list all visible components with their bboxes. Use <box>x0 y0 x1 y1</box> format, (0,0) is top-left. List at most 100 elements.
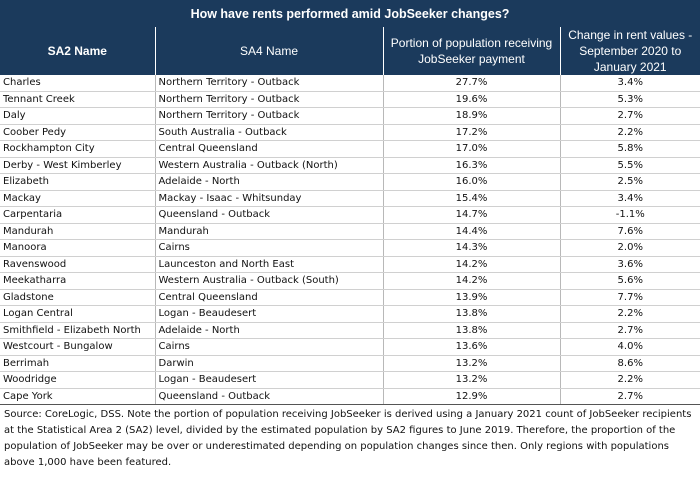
cell-sa4-name: Central Queensland <box>155 140 384 158</box>
cell-sa2-name: Logan Central <box>0 305 156 323</box>
cell-sa2-name: Coober Pedy <box>0 124 156 141</box>
cell-jobseeker-portion: 16.0% <box>383 173 561 191</box>
cell-sa4-name: Cairns <box>155 338 384 356</box>
cell-jobseeker-portion: 13.9% <box>383 289 561 306</box>
cell-jobseeker-portion: 14.7% <box>383 206 561 224</box>
table-title: How have rents performed amid JobSeeker … <box>0 0 700 27</box>
table-row: Tennant Creek Northern Territory - Outbac… <box>0 91 700 108</box>
cell-rent-change: 8.6% <box>560 355 700 372</box>
cell-sa4-name: Cairns <box>155 239 384 257</box>
header-row: SA2 Name SA4 Name Portion of population … <box>0 27 700 75</box>
cell-jobseeker-portion: 16.3% <box>383 157 561 174</box>
cell-rent-change: 2.0% <box>560 239 700 257</box>
cell-rent-change: 2.5% <box>560 173 700 191</box>
cell-jobseeker-portion: 27.7% <box>383 75 561 92</box>
cell-sa4-name: Launceston and North East <box>155 256 384 273</box>
cell-rent-change: 3.4% <box>560 190 700 207</box>
table-body: Charles Northern Territory - Outback 27.7%… <box>0 75 700 405</box>
cell-sa2-name: Derby - West Kimberley <box>0 157 156 174</box>
cell-sa2-name: Ravenswood <box>0 256 156 273</box>
cell-jobseeker-portion: 18.9% <box>383 107 561 125</box>
table-row: Woodridge Logan - Beaudesert 13.2% 2.2% <box>0 371 700 389</box>
cell-sa2-name: Mackay <box>0 190 156 207</box>
cell-sa4-name: Queensland - Outback <box>155 206 384 224</box>
cell-jobseeker-portion: 13.8% <box>383 305 561 323</box>
cell-rent-change: 3.4% <box>560 75 700 92</box>
cell-jobseeker-portion: 14.4% <box>383 223 561 240</box>
cell-sa4-name: Western Australia - Outback (South) <box>155 272 384 290</box>
cell-jobseeker-portion: 13.6% <box>383 338 561 356</box>
table-row: Mackay Mackay - Isaac - Whitsunday 15.4% 3.… <box>0 190 700 207</box>
cell-sa2-name: Daly <box>0 107 156 125</box>
cell-rent-change: 2.7% <box>560 388 700 405</box>
table-row: Westcourt - Bungalow Cairns 13.6% 4.0% <box>0 338 700 356</box>
table-row: Derby - West Kimberley Western Australia … <box>0 157 700 174</box>
table-row: Gladstone Central Queensland 13.9% 7.7% <box>0 289 700 306</box>
cell-sa2-name: Tennant Creek <box>0 91 156 108</box>
cell-jobseeker-portion: 12.9% <box>383 388 561 405</box>
cell-sa4-name: Mackay - Isaac - Whitsunday <box>155 190 384 207</box>
cell-sa4-name: Darwin <box>155 355 384 372</box>
cell-sa4-name: Queensland - Outback <box>155 388 384 405</box>
cell-rent-change: 3.6% <box>560 256 700 273</box>
table-row: Manoora Cairns 14.3% 2.0% <box>0 239 700 257</box>
cell-jobseeker-portion: 17.0% <box>383 140 561 158</box>
table-row: Logan Central Logan - Beaudesert 13.8% 2.2% <box>0 305 700 323</box>
cell-sa2-name: Meekatharra <box>0 272 156 290</box>
cell-jobseeker-portion: 15.4% <box>383 190 561 207</box>
cell-sa2-name: Charles <box>0 75 156 92</box>
cell-sa2-name: Manoora <box>0 239 156 257</box>
cell-sa2-name: Carpentaria <box>0 206 156 224</box>
cell-rent-change: 5.5% <box>560 157 700 174</box>
cell-sa4-name: Central Queensland <box>155 289 384 306</box>
cell-rent-change: 5.3% <box>560 91 700 108</box>
table-row: Cape York Queensland - Outback 12.9% 2.7% <box>0 388 700 405</box>
table-row: Coober Pedy South Australia - Outback 17.2… <box>0 124 700 141</box>
table-row: Ravenswood Launceston and North East 14.2%… <box>0 256 700 273</box>
cell-rent-change: 7.6% <box>560 223 700 240</box>
cell-sa2-name: Smithfield - Elizabeth North <box>0 322 156 339</box>
cell-jobseeker-portion: 14.3% <box>383 239 561 257</box>
cell-sa2-name: Berrimah <box>0 355 156 372</box>
table-row: Berrimah Darwin 13.2% 8.6% <box>0 355 700 372</box>
cell-sa2-name: Mandurah <box>0 223 156 240</box>
cell-sa4-name: Northern Territory - Outback <box>155 107 384 125</box>
cell-jobseeker-portion: 13.2% <box>383 371 561 389</box>
cell-sa4-name: Mandurah <box>155 223 384 240</box>
cell-sa4-name: Adelaide - North <box>155 322 384 339</box>
cell-sa2-name: Westcourt - Bungalow <box>0 338 156 356</box>
cell-sa4-name: Northern Territory - Outback <box>155 91 384 108</box>
cell-sa4-name: Logan - Beaudesert <box>155 305 384 323</box>
cell-jobseeker-portion: 14.2% <box>383 256 561 273</box>
cell-sa2-name: Elizabeth <box>0 173 156 191</box>
cell-rent-change: 4.0% <box>560 338 700 356</box>
cell-rent-change: 5.6% <box>560 272 700 290</box>
cell-rent-change: 2.2% <box>560 371 700 389</box>
table-row: Charles Northern Territory - Outback 27.7%… <box>0 75 700 92</box>
cell-rent-change: 2.2% <box>560 124 700 141</box>
cell-jobseeker-portion: 19.6% <box>383 91 561 108</box>
table-row: Meekatharra Western Australia - Outback (… <box>0 272 700 290</box>
table-row: Rockhampton City Central Queensland 17.0% 5… <box>0 140 700 158</box>
table-row: Mandurah Mandurah 14.4% 7.6% <box>0 223 700 240</box>
cell-jobseeker-portion: 13.8% <box>383 322 561 339</box>
cell-sa2-name: Woodridge <box>0 371 156 389</box>
column-header-rent-change: Change in rent values - September 2020 t… <box>560 27 700 75</box>
column-header-sa4: SA4 Name <box>155 27 384 75</box>
cell-sa4-name: Northern Territory - Outback <box>155 75 384 92</box>
cell-jobseeker-portion: 14.2% <box>383 272 561 290</box>
cell-rent-change: 5.8% <box>560 140 700 158</box>
cell-jobseeker-portion: 17.2% <box>383 124 561 141</box>
table-row: Daly Northern Territory - Outback 18.9% 2.7… <box>0 107 700 125</box>
source-note: Source: CoreLogic, DSS. Note the portion… <box>4 409 692 468</box>
column-header-sa2: SA2 Name <box>0 27 156 75</box>
table-row: Smithfield - Elizabeth North Adelaide - N… <box>0 322 700 339</box>
cell-rent-change: 2.2% <box>560 305 700 323</box>
cell-sa4-name: Adelaide - North <box>155 173 384 191</box>
cell-sa4-name: South Australia - Outback <box>155 124 384 141</box>
cell-rent-change: 2.7% <box>560 322 700 339</box>
table-row: Elizabeth Adelaide - North 16.0% 2.5% <box>0 173 700 191</box>
column-header-jobseeker-portion: Portion of population receiving JobSeeke… <box>383 27 561 75</box>
data-table: SA2 Name SA4 Name Portion of population … <box>0 27 700 405</box>
